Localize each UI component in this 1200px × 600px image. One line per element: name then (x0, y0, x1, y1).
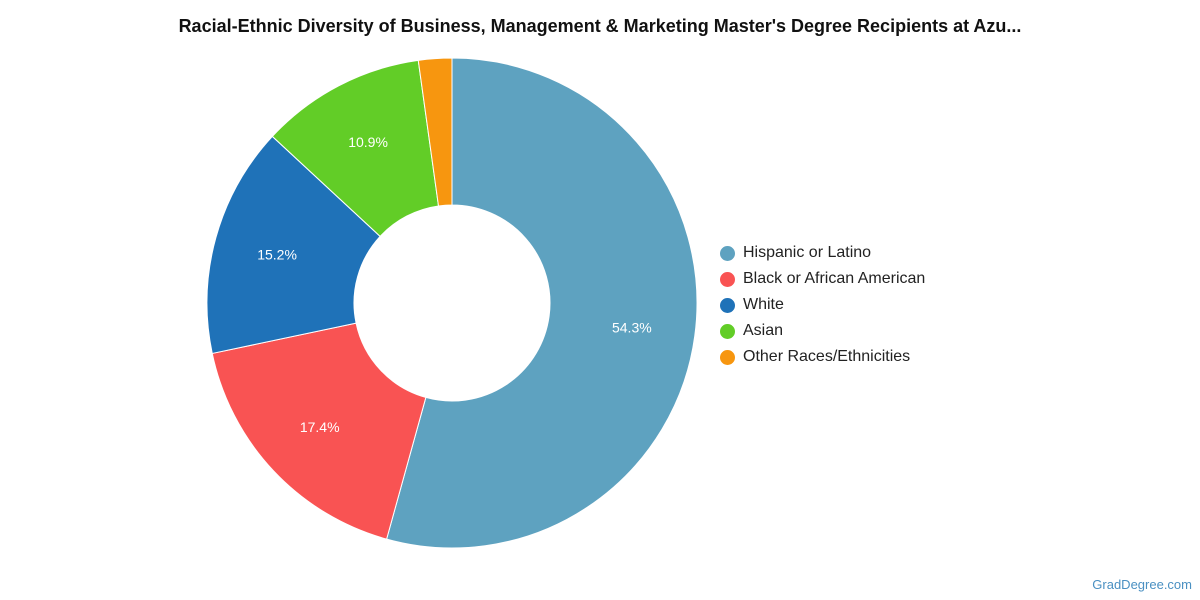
legend-label: Other Races/Ethnicities (743, 348, 911, 365)
legend-item-white[interactable]: White (720, 292, 925, 318)
legend-item-black-or-african-american[interactable]: Black or African American (720, 266, 925, 292)
slice-label-hispanic-or-latino: 54.3% (612, 319, 652, 335)
slice-label-white: 15.2% (257, 247, 297, 263)
legend-label: Hispanic or Latino (743, 244, 872, 261)
legend-swatch (720, 349, 735, 365)
slice-label-black-or-african-american: 17.4% (300, 419, 340, 435)
slice-hispanic-or-latino[interactable] (385, 57, 698, 549)
legend-swatch (720, 297, 735, 313)
legend-swatch (720, 323, 735, 339)
slice-other-races-ethnicities[interactable] (417, 57, 453, 207)
legend-label: White (743, 296, 784, 313)
legend-swatch (720, 271, 735, 287)
legend-swatch (720, 245, 735, 261)
legend-item-hispanic-or-latino[interactable]: Hispanic or Latino (720, 240, 925, 266)
legend-label: Asian (743, 322, 784, 339)
slice-white[interactable] (206, 135, 381, 355)
slice-black-or-african-american[interactable] (211, 322, 427, 540)
slice-label-asian: 10.9% (348, 134, 388, 150)
chart-title: Racial-Ethnic Diversity of Business, Man… (178, 16, 1022, 36)
legend-item-asian[interactable]: Asian (720, 318, 925, 344)
legend-label: Black or African American (743, 270, 926, 287)
source-credit[interactable]: GradDegree.com (1092, 577, 1192, 592)
chart-legend: Hispanic or Latino Black or African Ameri… (720, 240, 925, 370)
legend-item-other-races-ethnicities[interactable]: Other Races/Ethnicities (720, 344, 925, 370)
